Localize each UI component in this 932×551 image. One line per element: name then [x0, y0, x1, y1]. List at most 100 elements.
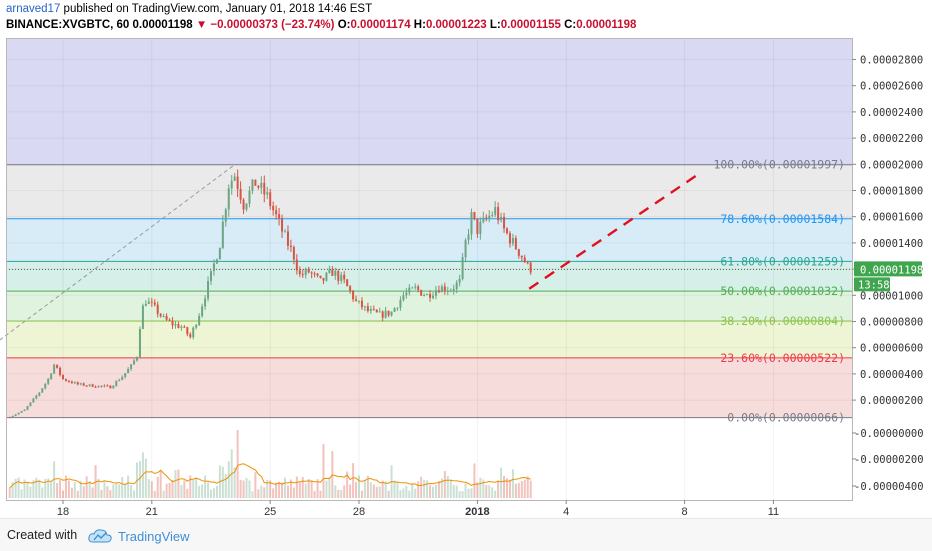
volume-bar	[198, 485, 201, 498]
volume-bar	[11, 482, 14, 498]
volume-bar	[363, 480, 366, 498]
candle-body	[372, 309, 375, 311]
candle-body	[53, 364, 56, 374]
candle-body	[50, 373, 53, 379]
time-tick-label: 21	[146, 506, 158, 518]
fib-band	[6, 164, 852, 219]
price-tick-label: 0.00002800	[860, 55, 923, 67]
low-label: L:	[489, 19, 501, 31]
volume-bar	[85, 476, 88, 498]
publish-line: arnaved17 published on TradingView.com, …	[6, 1, 926, 17]
volume-bar	[59, 480, 62, 498]
candle-body	[23, 409, 26, 412]
volume-bar	[17, 477, 20, 498]
candle-body	[180, 326, 183, 328]
fib-level-label: 23.60%(0.00000522)	[720, 351, 845, 365]
candle-body	[284, 231, 286, 233]
volume-bar	[215, 485, 218, 498]
price-chart[interactable]: 100.00%(0.00001997) 78.60%(0.00001584) 61.…	[0, 0, 932, 518]
volume-bar	[514, 483, 517, 498]
candle-body	[79, 383, 82, 385]
candle-body	[269, 192, 272, 206]
candle-body	[150, 301, 153, 303]
volume-bar	[189, 475, 192, 498]
volume-bar	[289, 479, 292, 498]
candle-body	[239, 188, 242, 200]
candle-body	[11, 415, 14, 418]
candle-body	[343, 274, 346, 280]
volume-bar	[506, 478, 508, 498]
volume-bar	[112, 484, 115, 498]
volume-bar	[260, 485, 263, 498]
volume-bar	[408, 490, 411, 498]
volume-bar	[334, 485, 337, 498]
time-tick-label: 4	[563, 506, 569, 518]
fib-levels: 100.00%(0.00001997) 78.60%(0.00001584) 61.…	[6, 158, 852, 425]
candle-body	[14, 414, 17, 416]
candle-body	[301, 274, 304, 276]
volume-bar	[340, 489, 343, 498]
price-tick-label: 0.00000200	[860, 395, 923, 407]
candle-body	[106, 385, 109, 387]
chart-header: arnaved17 published on TradingView.com, …	[6, 1, 926, 33]
trend-line[interactable]	[528, 172, 701, 290]
countdown-badge-label: 13:58	[858, 279, 890, 291]
volume-bar	[124, 483, 127, 498]
price-badges: 0.00001198 13:58	[854, 261, 923, 292]
candle-body	[304, 269, 307, 275]
volume-bar	[355, 482, 358, 498]
tradingview-logo[interactable]: TradingView	[88, 526, 190, 546]
guide-lines	[0, 164, 235, 341]
candle-body	[322, 277, 325, 281]
candle-body	[440, 286, 443, 293]
candle-body	[73, 382, 76, 384]
volume-bar	[432, 486, 434, 498]
volume-bar	[473, 463, 476, 498]
candle-body	[218, 247, 221, 260]
candle-body	[334, 271, 337, 276]
candle-body	[64, 379, 67, 381]
volume-bar	[82, 486, 85, 498]
candle-body	[215, 259, 218, 264]
volume-bar	[269, 480, 272, 498]
author-link[interactable]: arnaved17	[6, 3, 61, 15]
symbol-label[interactable]: BINANCE:XVGBTC, 60	[6, 19, 130, 31]
volume-bar	[168, 482, 171, 498]
publish-text: published on TradingView.com, January 01…	[60, 3, 373, 15]
volume-bar	[479, 477, 482, 498]
price-tick-label: 0.00000600	[860, 343, 923, 355]
fib-band	[6, 261, 852, 292]
time-axis[interactable]: 18 21 25 28 2018 4 8 11	[6, 500, 852, 518]
candle-body	[29, 402, 32, 407]
fib-band	[6, 320, 852, 358]
candle-body	[292, 246, 295, 260]
candle-body	[76, 382, 79, 385]
projection-trend-line	[528, 172, 701, 290]
candle-body	[97, 385, 100, 388]
volume-bar	[245, 477, 248, 498]
volume-bar	[378, 486, 381, 498]
volume-bar	[494, 490, 497, 498]
candle-body	[363, 306, 366, 308]
candle-body	[325, 272, 328, 281]
candle-body	[32, 398, 35, 403]
volume-bar	[56, 483, 59, 498]
candle-body	[523, 257, 526, 263]
volume-bar	[443, 471, 446, 498]
volume-bar	[434, 484, 437, 498]
candle-body	[156, 304, 159, 314]
candle-body	[221, 221, 224, 248]
fib-level-label: 100.00%(0.00001997)	[713, 158, 845, 172]
volume-bar	[437, 481, 440, 498]
candle-body	[70, 381, 73, 384]
candle-body	[298, 270, 301, 275]
candle-body	[355, 299, 358, 301]
candle-body	[278, 214, 281, 219]
cloud-logo-icon	[88, 529, 112, 543]
candle-body	[443, 286, 446, 292]
volume-tick-label: -0.00000400	[854, 481, 924, 493]
candle-body	[473, 212, 476, 219]
volume-bar	[360, 490, 363, 498]
price-tick-label: 0.00001000	[860, 290, 923, 302]
candle-body	[517, 249, 520, 256]
